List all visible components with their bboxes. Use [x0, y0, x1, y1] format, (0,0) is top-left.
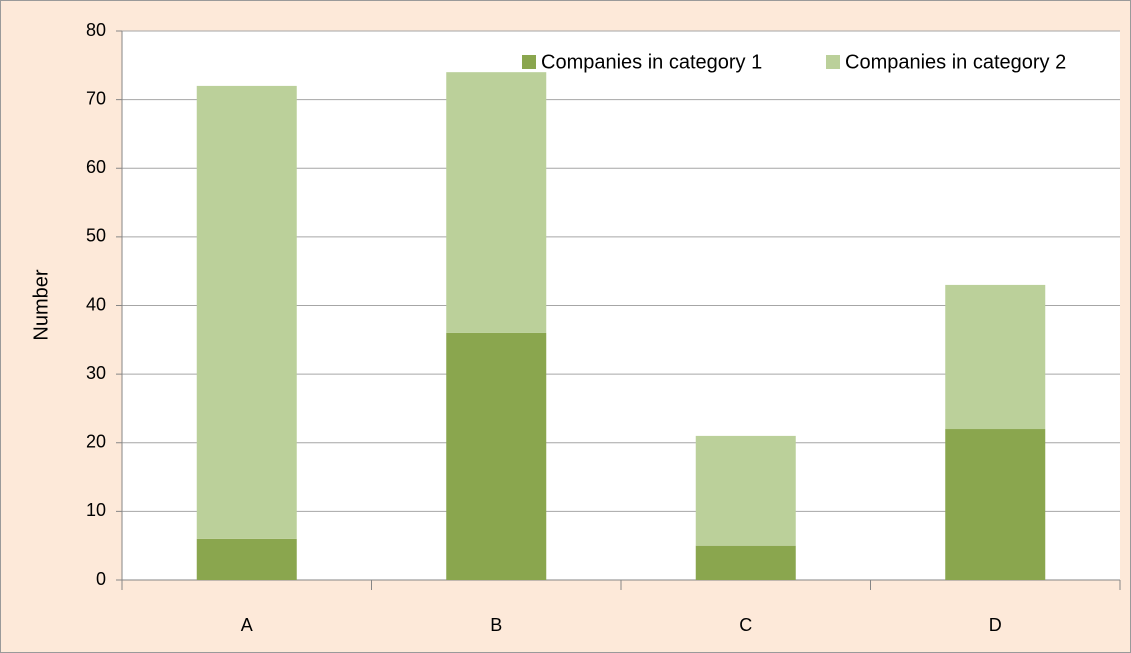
bar-segment — [196, 538, 297, 580]
legend-label: Companies in category 1 — [541, 51, 762, 73]
bar-segment — [945, 429, 1046, 580]
bar-segment — [446, 332, 547, 580]
y-tick-label: 60 — [86, 157, 106, 177]
legend-label: Companies in category 2 — [845, 51, 1066, 73]
y-tick-label: 20 — [86, 432, 106, 452]
x-tick-label: D — [989, 615, 1002, 635]
bar-segment — [695, 545, 796, 580]
y-tick-label: 80 — [86, 20, 106, 40]
bar-segment — [945, 284, 1046, 430]
bar-segment — [446, 72, 547, 333]
x-tick-label: C — [739, 615, 752, 635]
y-axis-label: Number — [30, 269, 52, 340]
y-tick-label: 10 — [86, 500, 106, 520]
y-tick-label: 70 — [86, 88, 106, 108]
bar-segment — [196, 85, 297, 539]
y-tick-label: 40 — [86, 294, 106, 314]
y-tick-label: 0 — [96, 569, 106, 589]
legend-swatch — [826, 55, 840, 69]
y-tick-label: 50 — [86, 226, 106, 246]
x-tick-label: B — [490, 615, 502, 635]
y-tick-label: 30 — [86, 363, 106, 383]
bar-segment — [695, 435, 796, 546]
legend-swatch — [522, 55, 536, 69]
x-tick-label: A — [241, 615, 253, 635]
